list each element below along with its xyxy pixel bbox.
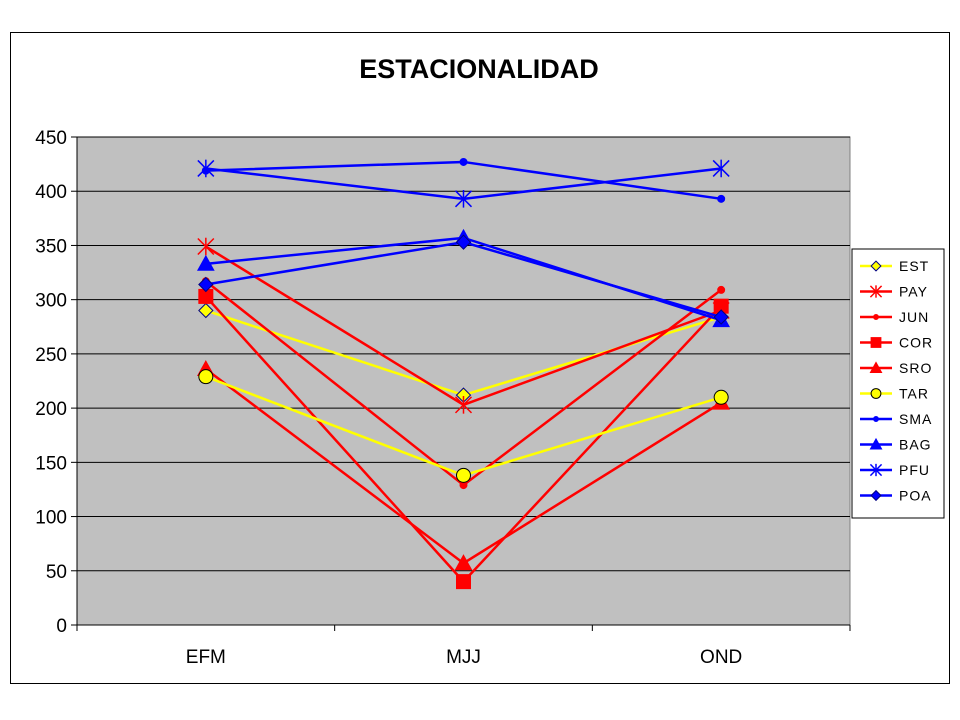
legend-marker	[870, 260, 882, 272]
legend-box	[851, 248, 945, 519]
legend-item: POA	[860, 488, 932, 504]
legend-item: PAY	[860, 284, 928, 300]
legend-label: TAR	[899, 386, 929, 402]
data-point	[459, 157, 468, 166]
legend-marker	[870, 489, 882, 502]
x-tick-label: EFM	[186, 647, 226, 668]
legend-label: SMA	[899, 411, 932, 427]
y-tick-label: 150	[35, 453, 67, 474]
legend-item: SMA	[860, 411, 932, 427]
data-point	[455, 234, 472, 250]
data-point	[454, 554, 473, 571]
chart-svg: ESTACIONALIDAD 0 50 100 150 200 250 300 350 400 4…	[35, 54, 945, 668]
legend-marker	[870, 388, 882, 399]
legend-label: JUN	[899, 309, 929, 325]
data-point	[717, 285, 726, 294]
legend-label: POA	[899, 488, 932, 504]
y-tick-label: 350	[35, 236, 67, 257]
series-layer	[196, 157, 731, 590]
series-poa	[198, 234, 729, 325]
data-point	[456, 574, 471, 590]
data-point	[197, 159, 215, 178]
y-tick-label: 50	[46, 562, 67, 583]
data-point	[717, 194, 726, 203]
chart-title: ESTACIONALIDAD	[359, 54, 599, 84]
legend-marker	[870, 337, 882, 348]
legend: EST PAY JUN COR SRO TAR SMA BAG PFU POA	[851, 248, 945, 519]
legend-item: COR	[860, 335, 933, 351]
data-point	[197, 237, 215, 256]
legend-item: BAG	[860, 437, 932, 453]
y-tick-label: 450	[35, 128, 67, 149]
chart-frame: ESTACIONALIDAD 0 50 100 150 200 250 300 350 400 4…	[10, 32, 950, 684]
legend-item: JUN	[860, 309, 929, 325]
data-point	[712, 159, 730, 178]
legend-label: COR	[899, 335, 933, 351]
plot-area	[76, 136, 851, 626]
legend-item: TAR	[860, 386, 929, 402]
y-tick-label: 200	[35, 399, 67, 420]
series-tar	[198, 369, 729, 483]
x-tick-label: MJJ	[446, 647, 481, 668]
data-point	[454, 190, 473, 208]
y-tick-label: 0	[56, 616, 67, 637]
x-tick-label: OND	[700, 647, 742, 668]
legend-marker	[873, 416, 879, 422]
legend-marker	[869, 437, 883, 450]
data-point	[713, 389, 729, 405]
y-tick-label: 400	[35, 182, 67, 203]
legend-item: EST	[860, 258, 929, 274]
legend-marker	[869, 285, 883, 298]
y-tick-label: 300	[35, 291, 67, 312]
series-pfu	[197, 159, 730, 208]
legend-label: EST	[899, 258, 929, 274]
legend-label: PAY	[899, 284, 928, 300]
data-point	[713, 309, 729, 325]
data-point	[198, 276, 214, 293]
data-point	[456, 467, 471, 483]
data-point	[454, 396, 473, 414]
data-point	[196, 254, 215, 271]
legend-marker	[869, 361, 883, 373]
legend-item: SRO	[860, 360, 932, 376]
legend-item: PFU	[860, 462, 930, 478]
legend-label: BAG	[899, 437, 932, 453]
y-tick-label: 100	[35, 508, 67, 529]
data-point	[198, 302, 214, 319]
data-point	[198, 369, 214, 385]
legend-label: PFU	[899, 462, 930, 478]
y-tick-label: 250	[35, 345, 67, 366]
legend-marker	[869, 463, 883, 477]
axis-layer: 0 50 100 150 200 250 300 350 400 450 EFM MJJ OND	[35, 128, 851, 668]
legend-marker	[873, 314, 879, 320]
legend-label: SRO	[899, 360, 932, 376]
